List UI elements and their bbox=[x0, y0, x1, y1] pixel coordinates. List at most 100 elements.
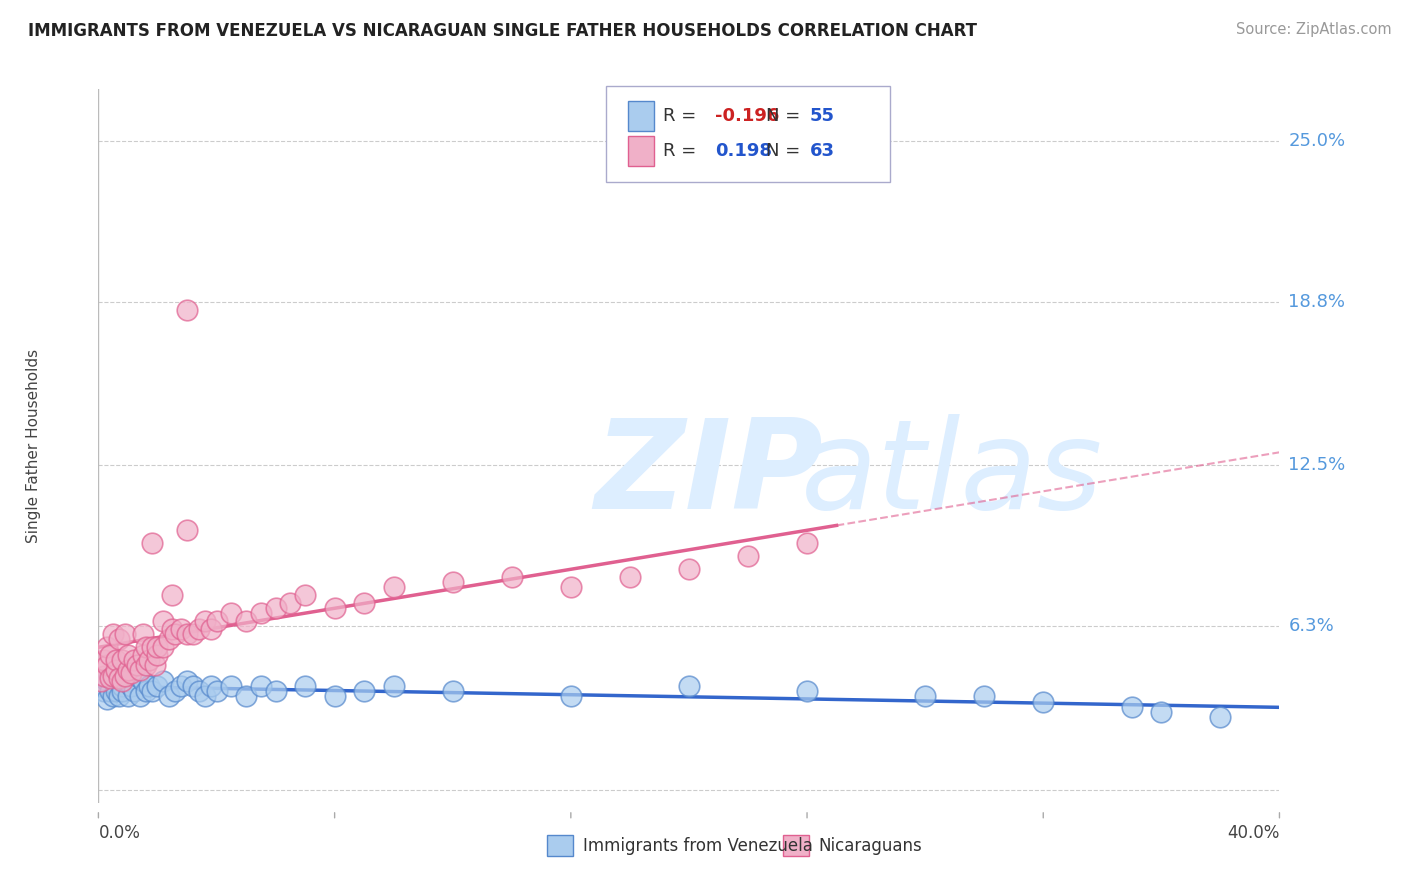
Point bbox=[125, 668, 148, 682]
Point bbox=[501, 570, 523, 584]
Point bbox=[111, 679, 134, 693]
Point bbox=[1150, 705, 1173, 719]
Point bbox=[250, 607, 273, 621]
Point bbox=[132, 627, 155, 641]
Text: R =: R = bbox=[664, 143, 702, 161]
Point bbox=[122, 684, 145, 698]
Point bbox=[157, 690, 180, 704]
Point bbox=[678, 679, 700, 693]
Point bbox=[235, 614, 257, 628]
Point bbox=[93, 653, 115, 667]
Point bbox=[1121, 699, 1143, 714]
Point bbox=[157, 632, 180, 647]
Point bbox=[125, 658, 148, 673]
Point bbox=[138, 679, 160, 693]
Text: 0.0%: 0.0% bbox=[98, 824, 141, 842]
Point bbox=[382, 581, 405, 595]
Point bbox=[152, 614, 174, 628]
Point bbox=[135, 658, 157, 673]
Point bbox=[264, 684, 287, 698]
Point bbox=[441, 575, 464, 590]
Point bbox=[796, 536, 818, 550]
Point bbox=[560, 690, 582, 704]
FancyBboxPatch shape bbox=[547, 835, 574, 856]
Text: -0.196: -0.196 bbox=[714, 107, 779, 125]
Point bbox=[737, 549, 759, 564]
Text: 0.198: 0.198 bbox=[714, 143, 772, 161]
Text: N =: N = bbox=[766, 143, 806, 161]
Point bbox=[111, 673, 134, 688]
Point bbox=[108, 671, 131, 685]
Point bbox=[619, 570, 641, 584]
Point bbox=[132, 673, 155, 688]
Point bbox=[914, 690, 936, 704]
Point bbox=[152, 640, 174, 654]
Point bbox=[90, 673, 112, 688]
Point bbox=[165, 684, 187, 698]
Point bbox=[93, 684, 115, 698]
Point bbox=[128, 664, 150, 678]
Point bbox=[111, 684, 134, 698]
Point bbox=[382, 679, 405, 693]
Point bbox=[323, 690, 346, 704]
Text: 40.0%: 40.0% bbox=[1227, 824, 1279, 842]
Point bbox=[138, 653, 160, 667]
Point bbox=[152, 673, 174, 688]
Point bbox=[181, 679, 204, 693]
Point bbox=[219, 607, 242, 621]
Point bbox=[162, 588, 183, 602]
Point bbox=[1032, 695, 1054, 709]
Point bbox=[235, 690, 257, 704]
Text: 6.3%: 6.3% bbox=[1288, 617, 1334, 635]
Point bbox=[176, 524, 198, 538]
Point bbox=[294, 588, 316, 602]
Point bbox=[200, 679, 222, 693]
Point bbox=[96, 692, 118, 706]
FancyBboxPatch shape bbox=[627, 101, 654, 130]
Text: atlas: atlas bbox=[801, 414, 1104, 535]
Point bbox=[194, 690, 217, 704]
Point bbox=[1209, 710, 1232, 724]
Point bbox=[146, 648, 169, 662]
Text: Nicaraguans: Nicaraguans bbox=[818, 837, 922, 855]
Point bbox=[294, 679, 316, 693]
Text: 12.5%: 12.5% bbox=[1288, 457, 1346, 475]
Point bbox=[200, 622, 222, 636]
Point bbox=[120, 666, 142, 681]
Point bbox=[114, 668, 136, 682]
Point bbox=[323, 601, 346, 615]
Point bbox=[187, 622, 209, 636]
Point bbox=[146, 679, 169, 693]
Point bbox=[93, 668, 115, 682]
Point bbox=[117, 673, 139, 688]
FancyBboxPatch shape bbox=[783, 835, 810, 856]
Point bbox=[114, 627, 136, 641]
Text: R =: R = bbox=[664, 107, 702, 125]
Point bbox=[165, 627, 187, 641]
Point bbox=[560, 581, 582, 595]
Point bbox=[205, 684, 228, 698]
Point bbox=[205, 614, 228, 628]
Point bbox=[141, 536, 163, 550]
Point bbox=[103, 627, 125, 641]
Text: 18.8%: 18.8% bbox=[1288, 293, 1346, 311]
Point bbox=[135, 640, 157, 654]
Point bbox=[117, 648, 139, 662]
Point bbox=[135, 684, 157, 698]
Point bbox=[105, 664, 128, 678]
Point bbox=[98, 671, 121, 685]
Point bbox=[105, 684, 128, 698]
Text: 55: 55 bbox=[810, 107, 834, 125]
Point bbox=[117, 664, 139, 678]
Text: Single Father Households: Single Father Households bbox=[25, 349, 41, 543]
Text: N =: N = bbox=[766, 107, 806, 125]
Point bbox=[108, 690, 131, 704]
Point bbox=[143, 658, 166, 673]
Point bbox=[105, 653, 128, 667]
Point bbox=[141, 684, 163, 698]
Point bbox=[111, 653, 134, 667]
Point bbox=[176, 673, 198, 688]
Point bbox=[120, 679, 142, 693]
Point bbox=[108, 632, 131, 647]
Point bbox=[278, 596, 302, 610]
